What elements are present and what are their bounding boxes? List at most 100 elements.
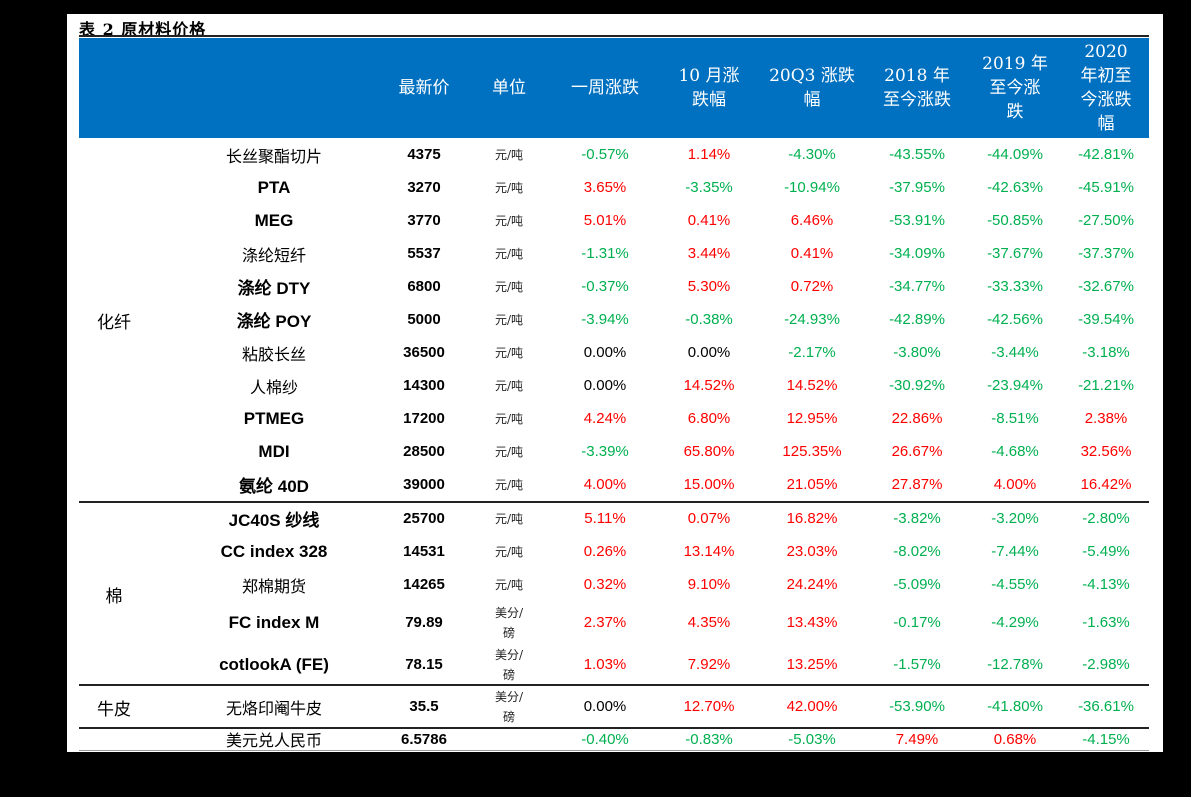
material-name: MEG [254,210,294,230]
change-q3: 21.05% [786,476,838,493]
change-y2018: 22.86% [891,410,943,427]
unit: 元/吨 [494,378,524,393]
latest-price: 3270 [407,179,441,196]
latest-price: 79.89 [405,614,443,631]
change-week: -3.94% [581,311,629,328]
table-row: 氨纶 40D 39000 元/吨 4.00% 15.00% 21.05% 27.87% 4.0… [79,468,1149,501]
change-y2018: 7.49% [895,730,939,748]
latest-price: 39000 [403,476,445,493]
change-q3: -10.94% [784,179,840,196]
unit: 元/吨 [494,246,524,261]
change-y2020: 16.42% [1080,476,1132,493]
change-oct: 7.92% [687,656,731,673]
change-oct: 12.70% [683,698,735,715]
table-row: 美元兑人民币 6.5786 -0.40% -0.83% -5.03% 7.49% 0.68%… [79,728,1149,751]
latest-price: 5537 [407,245,441,262]
change-y2019: -7.44% [991,543,1039,560]
unit: 元/吨 [494,345,524,360]
latest-price: 3770 [407,212,441,229]
change-y2020: 32.56% [1080,443,1132,460]
change-oct: 13.14% [683,543,735,560]
bottom-rule [79,750,1149,751]
change-y2019: -8.51% [991,410,1039,427]
change-q3: 13.25% [786,656,838,673]
change-y2019: -42.56% [987,311,1043,328]
header-2018-change: 2018 年 至今涨跌 [883,66,951,110]
unit: 美分/ 磅 [494,647,524,682]
unit [469,728,549,750]
change-oct: 15.00% [683,476,735,493]
latest-price: 4375 [407,146,441,163]
change-y2018: -8.02% [893,543,941,560]
change-week: 2.37% [583,614,627,631]
header-latest-price: 最新价 [398,78,450,98]
table-header: 最新价 单位 一周涨跌 10 月涨 跌幅 20Q3 涨跌 幅 2018 年 至今… [79,38,1149,138]
change-y2019: -3.44% [991,344,1039,361]
table-row: 粘胶长丝 36500 元/吨 0.00% 0.00% -2.17% -3.80% -3.44%… [79,336,1149,369]
change-y2018: -3.82% [893,510,941,527]
change-y2020: -36.61% [1078,698,1134,715]
change-y2020: -4.13% [1082,576,1130,593]
table-row: cotlookA (FE) 78.15 美分/ 磅 1.03% 7.92% 13.25% -… [79,644,1149,685]
change-week: 1.03% [583,656,627,673]
material-name: 粘胶长丝 [241,344,306,364]
change-q3: 6.46% [790,212,834,229]
change-y2018: -0.17% [893,614,941,631]
latest-price: 14531 [403,543,445,560]
latest-price: 28500 [403,443,445,460]
change-week: -0.37% [581,278,629,295]
change-q3: 13.43% [786,614,838,631]
table-row: 涤纶 POY 5000 元/吨 -3.94% -0.38% -24.93% -42.89% -… [79,303,1149,336]
table-row: 涤纶短纤 5537 元/吨 -1.31% 3.44% 0.41% -34.09% -37.67… [79,237,1149,270]
change-week: 0.00% [583,344,627,361]
material-name: 涤纶 DTY [237,279,311,298]
material-name: 无烙印阉牛皮 [225,698,322,718]
change-oct: 0.00% [687,344,731,361]
material-name: 长丝聚酯切片 [225,146,322,166]
change-oct: 0.07% [687,510,731,527]
category-cotton: 棉 [105,587,123,607]
change-oct: 14.52% [683,377,735,394]
material-name: 涤纶短纤 [241,245,306,265]
change-oct: -3.35% [685,179,733,196]
change-q3: 42.00% [786,698,838,715]
change-oct: 5.30% [687,278,731,295]
change-y2018: 26.67% [891,443,943,460]
change-week: -0.40% [581,730,629,748]
change-y2020: -1.63% [1082,614,1130,631]
table-row: MDI 28500 元/吨 -3.39% 65.80% 125.35% 26.67% -4.6… [79,435,1149,468]
document-page: 表 2 原材料价格 最新价 单位 一周涨跌 10 月涨 跌幅 20Q3 涨跌 幅… [67,14,1163,752]
unit: 元/吨 [494,213,524,228]
change-y2020: -2.80% [1082,510,1130,527]
header-2020-change: 2020 年初至 今涨跌 幅 [1080,42,1132,134]
change-y2020: -5.49% [1082,543,1130,560]
change-q3: -5.03% [788,730,836,748]
material-name: PTMEG [243,408,305,428]
header-20q3-change: 20Q3 涨跌 幅 [769,66,855,110]
table-row: PTA 3270 元/吨 3.65% -3.35% -10.94% -37.95% -42.6… [79,171,1149,204]
change-y2020: -37.37% [1078,245,1134,262]
change-week: 4.24% [583,410,627,427]
change-y2020: -45.91% [1078,179,1134,196]
header-week-change: 一周涨跌 [571,78,639,98]
unit: 美分/ 磅 [494,689,524,724]
unit: 元/吨 [494,411,524,426]
change-week: 3.65% [583,179,627,196]
unit: 元/吨 [494,147,524,162]
latest-price: 78.15 [405,656,443,673]
material-name: 美元兑人民币 [225,731,322,750]
table-row: CC index 328 14531 元/吨 0.26% 13.14% 23.03% -8.… [79,535,1149,568]
material-name: 涤纶 POY [236,312,312,331]
table-row: 无烙印阉牛皮 35.5 美分/ 磅 0.00% 12.70% 42.00% -53.90% -… [79,686,1149,727]
change-y2020: -21.21% [1078,377,1134,394]
change-week: 4.00% [583,476,627,493]
change-y2019: -33.33% [987,278,1043,295]
material-name: JC40S 纱线 [228,511,320,530]
change-y2018: -53.91% [889,212,945,229]
latest-price: 6.5786 [401,730,447,748]
change-y2020: -32.67% [1078,278,1134,295]
material-name: MDI [258,441,290,461]
change-oct: 0.41% [687,212,731,229]
title-rule [79,35,1149,37]
table-row: 人棉纱 14300 元/吨 0.00% 14.52% 14.52% -30.92% -23.9… [79,369,1149,402]
